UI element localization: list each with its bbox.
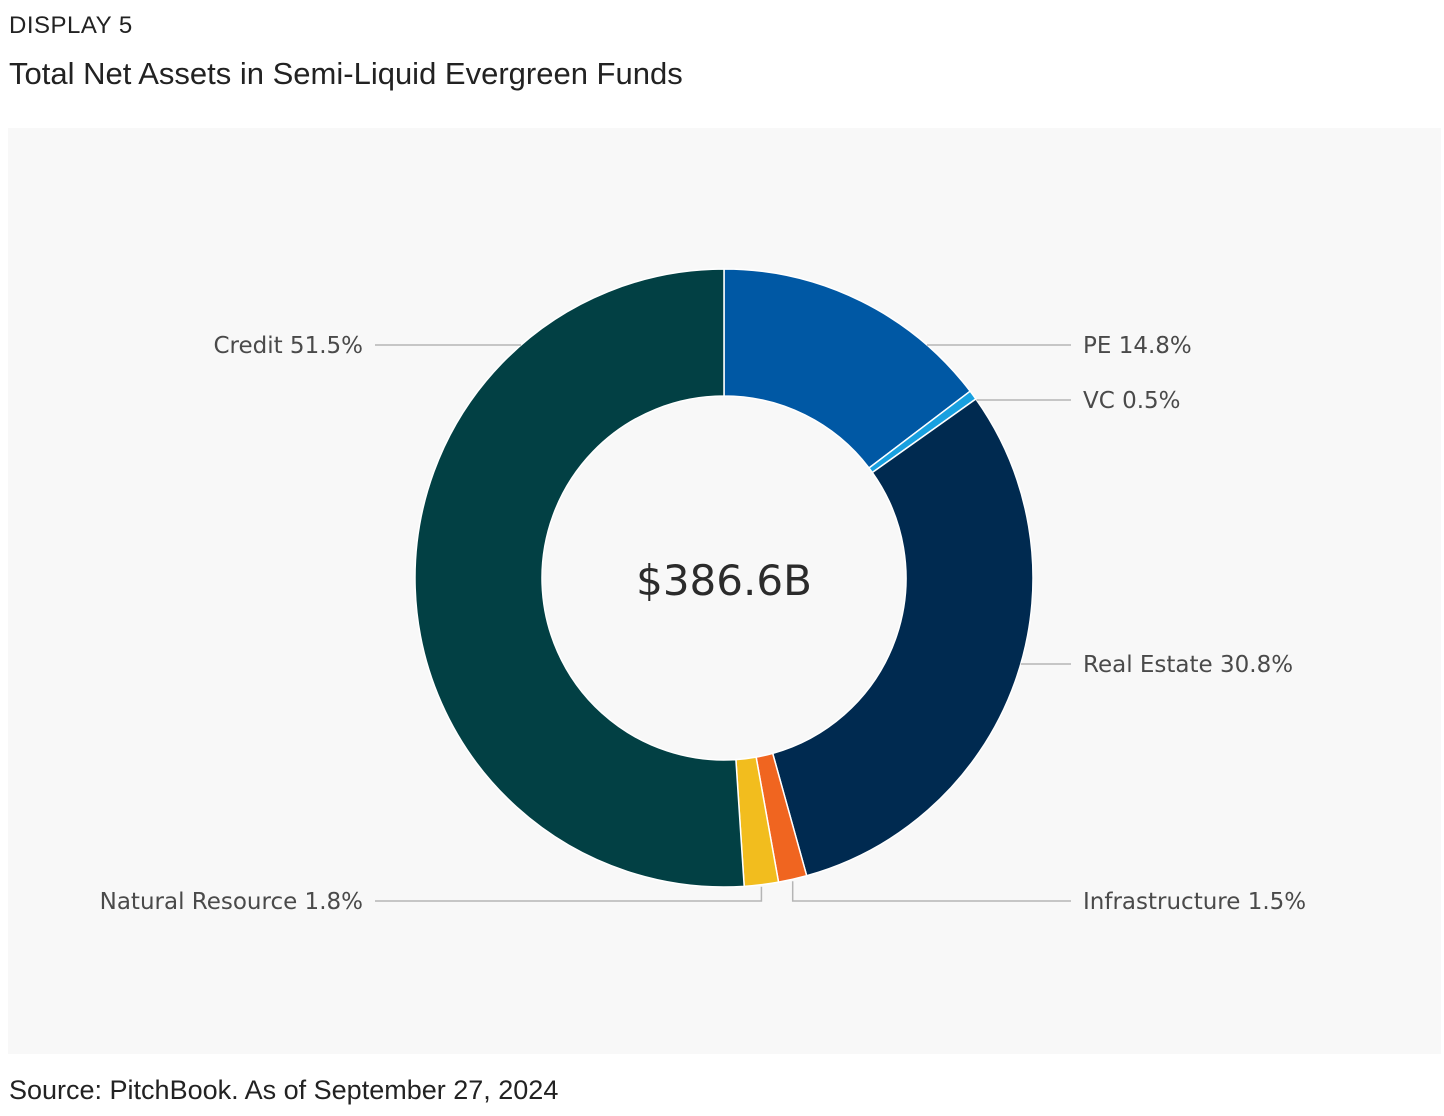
donut-chart: PE 14.8% VC 0.5% Real Estate 30.8% Infrastr…	[100, 268, 1307, 915]
source-note: Source: PitchBook. As of September 27, 2…	[9, 1075, 559, 1105]
display-number: DISPLAY 5	[9, 12, 133, 39]
slice-label-real-estate: Real Estate 30.8%	[1083, 652, 1293, 678]
slice-real-estate	[771, 397, 1034, 877]
slices-group	[414, 268, 1034, 888]
slice-label-vc: VC 0.5%	[1083, 388, 1181, 414]
center-total-label: $386.6B	[636, 556, 812, 605]
chart-panel: PE 14.8% VC 0.5% Real Estate 30.8% Infrastr…	[8, 128, 1441, 1054]
slice-credit	[414, 268, 745, 888]
slice-label-pe: PE 14.8%	[1083, 333, 1192, 359]
slice-label-infrastructure: Infrastructure 1.5%	[1083, 889, 1306, 915]
slice-pe	[723, 268, 972, 470]
chart-title: Total Net Assets in Semi-Liquid Evergree…	[9, 56, 683, 91]
leader-lines-group	[375, 344, 1071, 902]
slice-labels-group: PE 14.8% VC 0.5% Real Estate 30.8% Infrastr…	[100, 333, 1307, 915]
slice-label-credit: Credit 51.5%	[213, 333, 363, 359]
leader-line-infrastructure	[791, 881, 1071, 902]
slice-label-natural-resource: Natural Resource 1.8%	[100, 889, 363, 915]
leader-line-natural-resource	[375, 886, 763, 902]
